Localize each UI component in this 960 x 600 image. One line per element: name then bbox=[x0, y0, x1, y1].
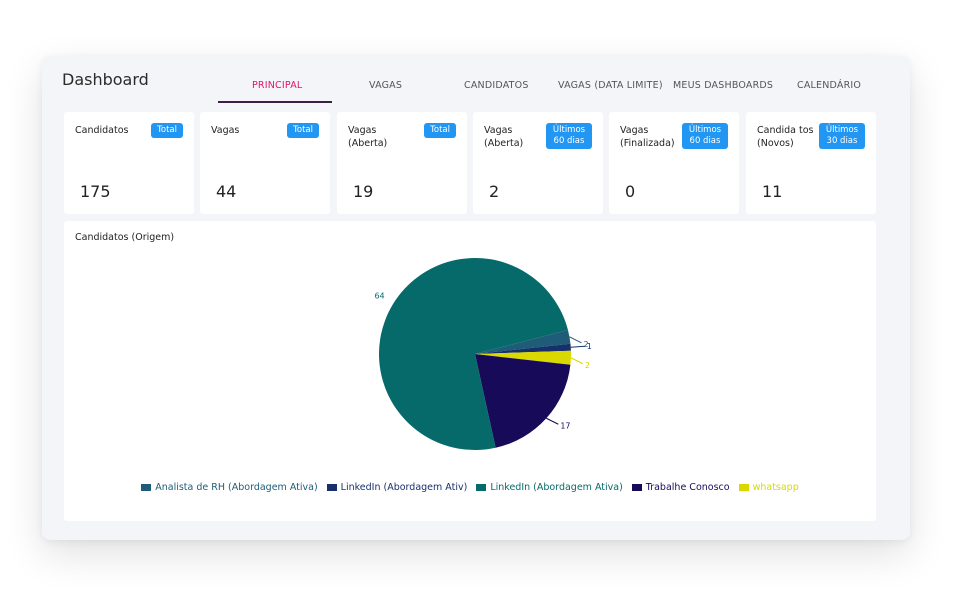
card-label: Candida tos (Novos) bbox=[757, 125, 814, 149]
stat-card-vagas-finalizada[interactable]: Vagas (Finalizada) Últimos 60 dias 0 bbox=[609, 112, 739, 214]
pie-slice-analista-rh[interactable] bbox=[475, 329, 571, 354]
legend-item-linkedin-abordagem-ativa[interactable]: LinkedIn (Abordagem Ativa) bbox=[476, 482, 623, 493]
legend-item-trabalhe-conosco[interactable]: Trabalhe Conosco bbox=[631, 482, 730, 493]
slice-label: 2 bbox=[585, 361, 590, 370]
card-value: 2 bbox=[489, 182, 500, 201]
legend-swatch bbox=[326, 484, 337, 491]
pie-slice-whatsapp[interactable] bbox=[475, 350, 571, 365]
tab-candidatos[interactable]: CANDIDATOS bbox=[464, 80, 529, 91]
slice-label: 1 bbox=[587, 342, 592, 351]
legend-swatch bbox=[141, 484, 152, 491]
card-label: Vagas (Aberta) bbox=[484, 125, 524, 149]
pie-slice-linkedin-abordagem-ativa[interactable] bbox=[379, 258, 568, 450]
legend-item-linkedin-abordagem-ativ[interactable]: LinkedIn (Abordagem Ativ) bbox=[326, 482, 468, 493]
chart-panel: Candidatos (Origem) 2 1 64 17 2 Analista de … bbox=[64, 221, 876, 521]
slice-leader-line bbox=[570, 345, 585, 348]
stat-card-vagas-aberta-60-dias[interactable]: Vagas (Aberta) Últimos 60 dias 2 bbox=[473, 112, 603, 214]
stat-card-vagas[interactable]: Vagas Total 44 bbox=[200, 112, 330, 214]
stat-card-candidatos[interactable]: Candidatos Total 175 bbox=[64, 112, 194, 214]
legend-swatch bbox=[476, 484, 487, 491]
card-value: 19 bbox=[353, 182, 374, 201]
tab-principal[interactable]: PRINCIPAL bbox=[252, 80, 303, 91]
legend-label: LinkedIn (Abordagem Ativa) bbox=[490, 482, 623, 493]
chart-title: Candidatos (Origem) bbox=[75, 232, 175, 243]
legend-item-analista-rh[interactable]: Analista de RH (Abordagem Ativa) bbox=[141, 482, 318, 493]
tab-vagas[interactable]: VAGAS bbox=[369, 80, 403, 91]
card-value: 0 bbox=[625, 182, 636, 201]
card-label: Vagas bbox=[211, 125, 240, 136]
card-badge: Últimos 60 dias bbox=[546, 123, 592, 149]
tab-calendario[interactable]: CALENDÁRIO bbox=[797, 80, 862, 91]
card-label: Candidatos bbox=[75, 125, 129, 136]
legend-label: Trabalhe Conosco bbox=[645, 482, 730, 493]
pie-slice-trabalhe-conosco[interactable] bbox=[475, 354, 571, 448]
card-value: 175 bbox=[80, 182, 111, 201]
card-badge: Total bbox=[151, 123, 183, 138]
slice-label: 2 bbox=[583, 340, 588, 349]
card-badge: Total bbox=[287, 123, 319, 138]
slice-label: 64 bbox=[374, 292, 384, 301]
stat-card-vagas-aberta-total[interactable]: Vagas (Aberta) Total 19 bbox=[337, 112, 467, 214]
card-value: 44 bbox=[216, 182, 237, 201]
slice-label: 17 bbox=[560, 421, 570, 430]
legend-label: LinkedIn (Abordagem Ativ) bbox=[340, 482, 468, 493]
slice-leader-line bbox=[546, 417, 559, 425]
card-label: Vagas (Aberta) bbox=[348, 125, 388, 149]
legend-swatch bbox=[631, 484, 642, 491]
tab-bar: PRINCIPAL VAGAS CANDIDATOS VAGAS (DATA L… bbox=[216, 72, 876, 104]
card-value: 11 bbox=[762, 182, 783, 201]
chart-legend: Analista de RH (Abordagem Ativa) LinkedIn… bbox=[64, 482, 876, 493]
legend-label: Analista de RH (Abordagem Ativa) bbox=[155, 482, 318, 493]
card-badge: Total bbox=[424, 123, 456, 138]
legend-item-whatsapp[interactable]: whatsapp bbox=[738, 482, 799, 493]
active-tab-indicator bbox=[218, 101, 332, 103]
legend-swatch bbox=[738, 484, 749, 491]
card-badge: Últimos 30 dias bbox=[819, 123, 865, 149]
page-title: Dashboard bbox=[62, 70, 149, 89]
stat-card-candidatos-novos[interactable]: Candida tos (Novos) Últimos 30 dias 11 bbox=[746, 112, 876, 214]
tab-meus-dashboards[interactable]: MEUS DASHBOARDS bbox=[673, 80, 774, 91]
slice-leader-line bbox=[569, 336, 582, 344]
card-badge: Últimos 60 dias bbox=[682, 123, 728, 149]
card-label: Vagas (Finalizada) bbox=[620, 125, 675, 149]
slice-leader-line bbox=[570, 357, 584, 365]
pie-slice-linkedin-abordagem-ativ[interactable] bbox=[475, 343, 571, 354]
tab-vagas-data-limite[interactable]: VAGAS (DATA LIMITE) bbox=[558, 80, 663, 91]
legend-label: whatsapp bbox=[752, 482, 799, 493]
